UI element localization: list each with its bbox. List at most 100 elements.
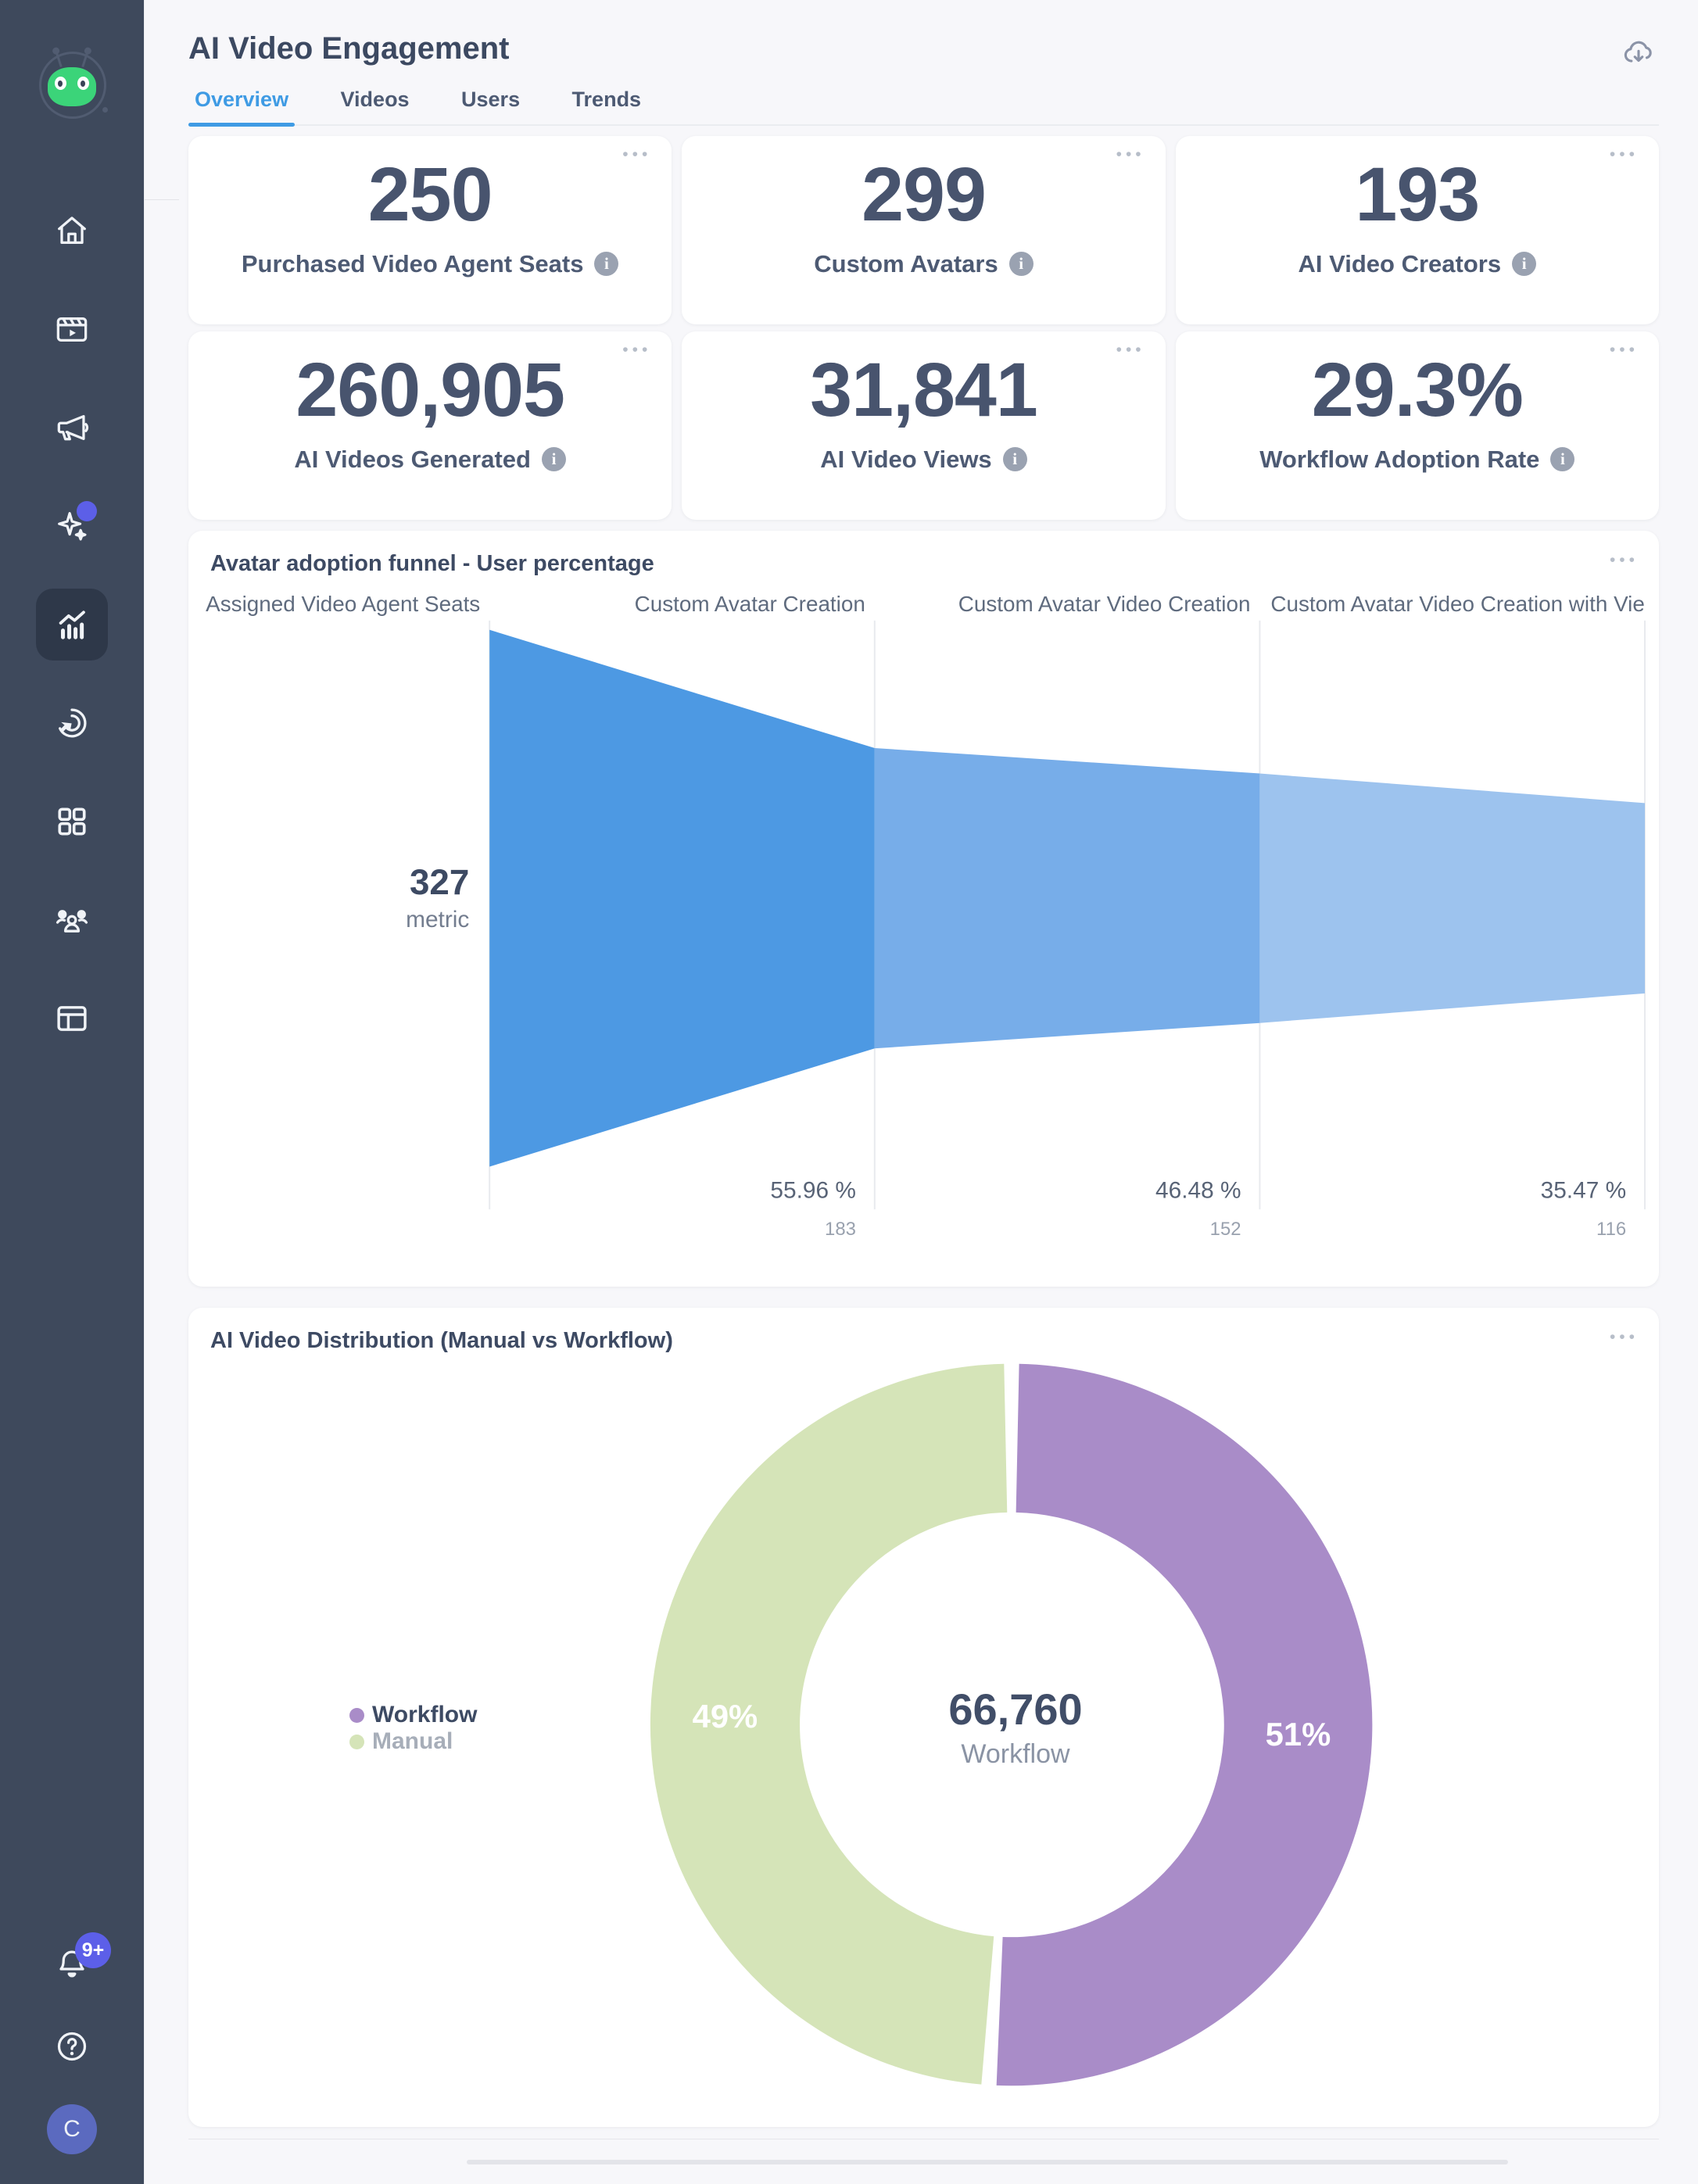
svg-text:327: 327 <box>410 862 469 902</box>
kpi-card-purchased-seats: ••• 250 Purchased Video Agent Seats i <box>188 136 672 324</box>
tab-trends[interactable]: Trends <box>571 88 642 111</box>
donut-center-label: Workflow <box>961 1739 1070 1769</box>
sidebar-item-videos[interactable] <box>36 293 108 365</box>
donut-panel-title: AI Video Distribution (Manual vs Workflo… <box>210 1328 673 1353</box>
sidebar-item-campaigns[interactable] <box>36 392 108 464</box>
grid-icon <box>58 807 86 836</box>
info-icon[interactable]: i <box>1008 252 1033 277</box>
kpi-label: Purchased Video Agent Seats <box>241 249 584 277</box>
card-menu-button[interactable]: ••• <box>1609 145 1639 163</box>
funnel-chart-area: Assigned Video Agent Seats Custom Avatar … <box>201 582 1646 1254</box>
svg-text:Assigned Video Agent Seats: Assigned Video Agent Seats <box>206 592 480 616</box>
legend-item-manual[interactable]: Manual <box>349 1728 477 1755</box>
svg-text:Custom Avatar Video Creation w: Custom Avatar Video Creation with Vie... <box>1270 592 1646 616</box>
kpi-label: Custom Avatars <box>814 249 998 277</box>
donut-chart[interactable]: 51% 49% <box>188 1308 1659 2123</box>
kpi-card-video-creators: ••• 193 AI Video Creators i <box>1175 136 1659 324</box>
header-divider-stub <box>145 199 179 200</box>
tab-users[interactable]: Users <box>461 88 521 111</box>
svg-text:Custom Avatar Creation: Custom Avatar Creation <box>635 592 865 616</box>
svg-text:46.48 %: 46.48 % <box>1155 1177 1241 1203</box>
tab-videos[interactable]: Videos <box>340 88 410 111</box>
info-icon[interactable]: i <box>1550 447 1575 472</box>
info-icon[interactable]: i <box>594 252 619 277</box>
sidebar-item-ai-assistant[interactable] <box>36 490 108 562</box>
target-click-icon <box>59 708 87 738</box>
kpi-card-video-views: ••• 31,841 AI Video Views i <box>682 331 1166 520</box>
info-icon[interactable]: i <box>541 447 566 472</box>
donut-panel: ••• AI Video Distribution (Manual vs Wor… <box>188 1308 1659 2127</box>
svg-text:152: 152 <box>1210 1219 1241 1240</box>
home-icon <box>58 217 86 244</box>
cloud-download-icon <box>1624 41 1652 63</box>
card-menu-button[interactable]: ••• <box>622 341 652 359</box>
sidebar-item-home[interactable] <box>36 195 108 267</box>
kpi-label: AI Video Views <box>820 445 992 473</box>
kpi-value: 260,905 <box>296 347 565 432</box>
svg-text:35.47 %: 35.47 % <box>1541 1177 1627 1203</box>
new-feature-badge <box>77 501 97 521</box>
legend-label: Workflow <box>372 1702 478 1728</box>
notification-count-badge: 9+ <box>75 1932 111 1968</box>
card-menu-button[interactable]: ••• <box>1609 551 1639 569</box>
notifications-button[interactable]: 9+ <box>48 1932 111 1989</box>
legend-dot-manual <box>349 1734 364 1749</box>
funnel-panel-title: Avatar adoption funnel - User percentage <box>210 551 654 576</box>
info-icon[interactable]: i <box>1512 252 1537 277</box>
kpi-value: 299 <box>862 152 987 237</box>
sidebar-item-apps[interactable] <box>36 786 108 857</box>
kpi-value: 29.3% <box>1311 347 1524 432</box>
page-title: AI Video Engagement <box>188 31 510 66</box>
donut-center-text: 66,760 Workflow <box>948 1688 1082 1770</box>
kpi-label: AI Videos Generated <box>294 445 531 473</box>
chart-legend: Workflow Manual <box>349 1702 477 1755</box>
kpi-value: 193 <box>1355 152 1480 237</box>
card-menu-button[interactable]: ••• <box>1116 145 1145 163</box>
svg-text:183: 183 <box>825 1219 856 1240</box>
info-icon[interactable]: i <box>1002 447 1027 472</box>
sparkles-icon <box>58 512 87 541</box>
card-menu-button[interactable]: ••• <box>622 145 652 163</box>
donut-center-value: 66,760 <box>948 1685 1083 1734</box>
svg-text:51%: 51% <box>1266 1716 1331 1753</box>
legend-label: Manual <box>372 1728 453 1754</box>
sidebar-nav <box>36 195 108 1054</box>
kpi-card-videos-generated: ••• 260,905 AI Videos Generated i <box>188 331 672 520</box>
legend-item-workflow[interactable]: Workflow <box>349 1702 477 1728</box>
layout-icon <box>57 1006 87 1031</box>
svg-text:116: 116 <box>1596 1219 1626 1240</box>
help-button[interactable] <box>48 2023 95 2070</box>
card-menu-button[interactable]: ••• <box>1609 341 1639 359</box>
card-menu-button[interactable]: ••• <box>1609 1328 1639 1346</box>
export-button[interactable] <box>1621 36 1656 70</box>
kpi-card-custom-avatars: ••• 299 Custom Avatars i <box>682 136 1166 324</box>
video-clapper-icon <box>56 317 88 342</box>
horizontal-scrollbar[interactable] <box>467 2160 1508 2164</box>
tab-overview[interactable]: Overview <box>188 88 296 127</box>
kpi-label: Workflow Adoption Rate <box>1259 445 1540 473</box>
legend-dot-workflow <box>349 1707 364 1723</box>
megaphone-icon <box>57 414 89 441</box>
svg-text:49%: 49% <box>693 1698 758 1735</box>
kpi-card-workflow-adoption: ••• 29.3% Workflow Adoption Rate i <box>1175 331 1659 520</box>
card-menu-button[interactable]: ••• <box>1116 341 1145 359</box>
sidebar-item-pages[interactable] <box>36 983 108 1054</box>
analytics-chart-icon <box>59 610 85 639</box>
kpi-value: 31,841 <box>810 347 1038 432</box>
svg-text:Custom Avatar Video Creation: Custom Avatar Video Creation <box>958 592 1251 616</box>
tab-bar: Overview Videos Users Trends <box>188 88 1659 127</box>
sidebar: 9+ C <box>0 0 144 2184</box>
kpi-label: AI Video Creators <box>1298 249 1502 277</box>
sidebar-item-goals[interactable] <box>36 687 108 759</box>
main-content: AI Video Engagement Overview Videos User… <box>144 0 1698 2184</box>
sidebar-item-audience[interactable] <box>36 884 108 956</box>
logo-ring <box>39 52 106 119</box>
users-group-icon <box>56 910 88 933</box>
funnel-panel: ••• Avatar adoption funnel - User percen… <box>188 531 1659 1287</box>
kpi-value: 250 <box>367 152 493 237</box>
user-avatar[interactable]: C <box>47 2104 97 2154</box>
funnel-chart[interactable]: Assigned Video Agent Seats Custom Avatar … <box>201 582 1646 1254</box>
svg-text:metric: metric <box>406 907 469 933</box>
sidebar-item-analytics[interactable] <box>36 589 108 661</box>
app-logo[interactable] <box>34 44 109 119</box>
